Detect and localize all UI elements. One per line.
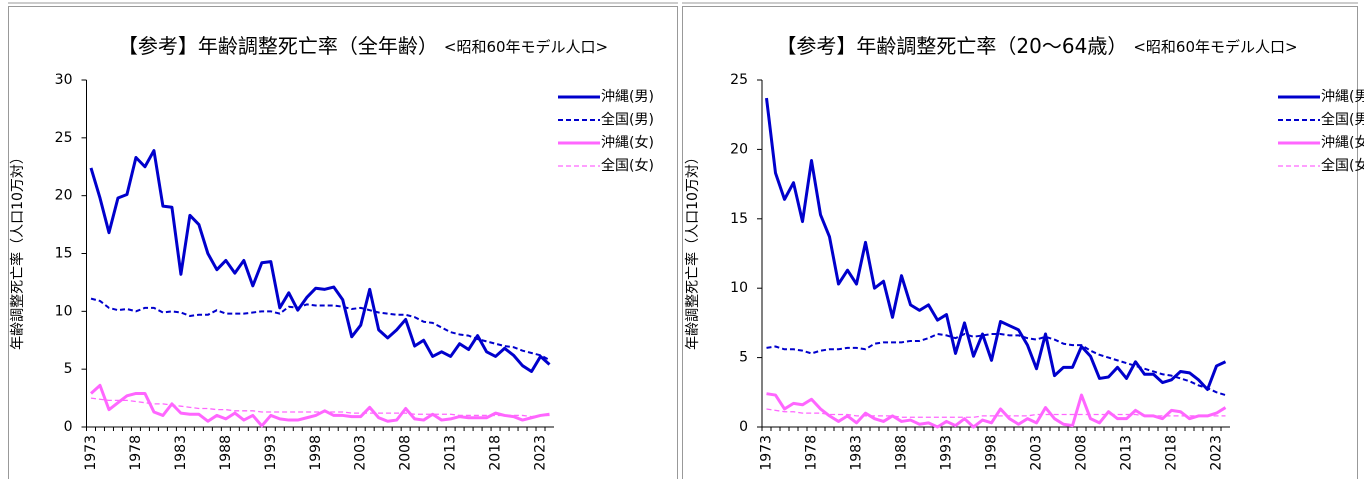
series-line [89, 383, 550, 428]
legend-label: 全国(女) [601, 157, 654, 174]
title-sub: <昭和60年モデル人口> [1133, 38, 1297, 56]
legend-label: 全国(男) [601, 111, 654, 128]
x-tick-label: 1983 [173, 435, 189, 471]
x-tick-label: 2013 [443, 435, 459, 471]
x-tick-label: 1998 [984, 435, 1000, 471]
y-tick-label: 20 [730, 141, 748, 157]
x-tick-label: 1993 [939, 435, 955, 471]
x-tick-label: 1993 [263, 435, 279, 471]
series-line [766, 408, 1226, 418]
x-tick-label: 1973 [83, 435, 99, 471]
x-tick-label: 1973 [759, 435, 775, 471]
series-line [766, 333, 1226, 397]
chart-title: 【参考】年齢調整死亡率（全年齢） <昭和60年モデル人口> [118, 34, 608, 58]
legend-label: 沖縄(男) [601, 89, 654, 105]
x-tick-label: 1983 [849, 435, 865, 471]
series-line [90, 397, 550, 418]
series-line [90, 297, 550, 361]
legend-label: 沖縄(男) [1321, 89, 1364, 105]
x-tick-label: 2023 [1209, 435, 1225, 471]
x-tick-label: 1978 [128, 435, 144, 471]
y-tick-label: 15 [730, 211, 748, 227]
y-tick-label: 25 [55, 130, 73, 146]
legend-label: 全国(男) [1321, 111, 1364, 128]
y-tick-label: 5 [64, 361, 73, 377]
y-axis-label: 年齢調整死亡率（人口10万対） [684, 150, 701, 350]
x-tick-label: 2008 [398, 435, 414, 471]
series-line [765, 97, 1227, 392]
y-tick-label: 25 [730, 72, 748, 88]
series-line [766, 392, 1227, 429]
chart-title: 【参考】年齢調整死亡率（20～64歳） <昭和60年モデル人口> [776, 34, 1297, 58]
x-tick-label: 1988 [218, 435, 234, 471]
legend-label: 沖縄(女) [601, 134, 654, 151]
y-tick-label: 0 [64, 419, 73, 435]
x-tick-label: 2003 [1029, 435, 1045, 471]
legend-label: 全国(女) [1321, 157, 1364, 174]
x-tick-label: 2023 [533, 435, 549, 471]
series-line [89, 149, 551, 373]
x-tick-label: 2018 [1164, 435, 1180, 471]
x-tick-label: 2003 [353, 435, 369, 471]
y-tick-label: 20 [55, 188, 73, 204]
y-tick-label: 10 [730, 280, 748, 296]
y-tick-label: 10 [55, 303, 73, 319]
panel [8, 6, 678, 479]
y-tick-label: 15 [55, 246, 73, 262]
title-main: 【参考】年齢調整死亡率（全年齢） [118, 34, 438, 58]
y-tick-label: 0 [739, 419, 748, 435]
x-tick-label: 2013 [1119, 435, 1135, 471]
y-axis-label: 年齢調整死亡率（人口10万対） [9, 150, 26, 350]
x-tick-label: 2008 [1074, 435, 1090, 471]
y-tick-label: 5 [739, 350, 748, 366]
title-sub: <昭和60年モデル人口> [444, 38, 608, 56]
x-tick-label: 1988 [894, 435, 910, 471]
panel [682, 6, 1358, 479]
x-tick-label: 1978 [804, 435, 820, 471]
legend-label: 沖縄(女) [1321, 134, 1364, 151]
title-main: 【参考】年齢調整死亡率（20～64歳） [776, 34, 1127, 58]
y-tick-label: 30 [55, 72, 73, 88]
x-tick-label: 1998 [308, 435, 324, 471]
x-tick-label: 2018 [488, 435, 504, 471]
